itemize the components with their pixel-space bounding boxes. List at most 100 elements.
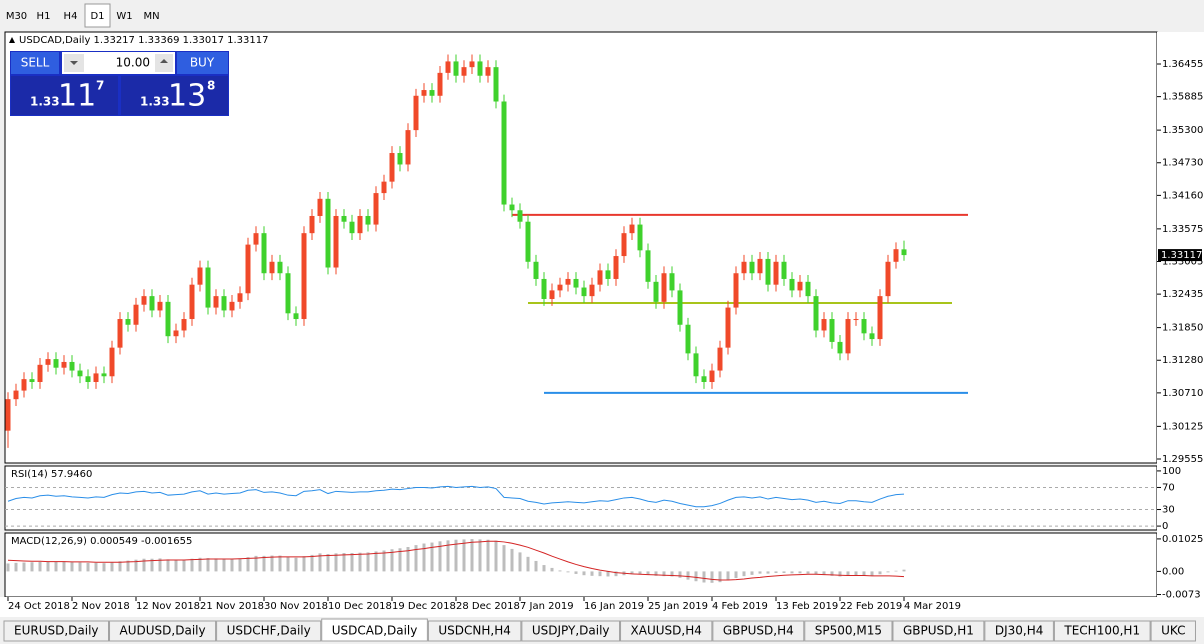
tab[interactable] xyxy=(3,620,110,642)
macd-title: MACD(12,26,9) 0.000549 -0.001655 xyxy=(11,536,192,547)
timeframe-label[interactable]: MN xyxy=(143,11,159,22)
price-label-bg xyxy=(1158,249,1202,262)
volume-input[interactable] xyxy=(62,52,175,74)
candle-body xyxy=(765,258,771,285)
candle-body xyxy=(37,364,43,382)
macd-bar xyxy=(662,571,666,577)
tab[interactable] xyxy=(804,620,893,642)
candle-body xyxy=(805,281,811,297)
tab[interactable] xyxy=(620,620,713,642)
macd-bar xyxy=(358,552,362,572)
tab[interactable] xyxy=(984,620,1054,642)
buy-button[interactable] xyxy=(177,52,228,74)
tab[interactable] xyxy=(321,618,428,642)
macd-bar xyxy=(470,539,474,572)
timeframe-button[interactable] xyxy=(4,4,29,27)
timeframe-label[interactable]: D1 xyxy=(90,11,104,22)
tab-label[interactable]: DJ30,H4 xyxy=(995,624,1044,638)
ask-big: 1.33 xyxy=(140,95,170,109)
candle-body xyxy=(149,296,155,311)
ask-box[interactable] xyxy=(121,76,228,115)
macd-bar xyxy=(558,570,562,572)
buy-label[interactable]: BUY xyxy=(190,56,215,70)
macd-bar xyxy=(606,571,610,577)
tab-label[interactable]: USDCNH,H4 xyxy=(438,624,511,638)
timeframe-label[interactable]: H1 xyxy=(37,11,51,22)
candle-body xyxy=(325,198,331,268)
macd-bar xyxy=(398,548,402,572)
candle-body xyxy=(781,261,787,279)
candle-body xyxy=(789,278,795,291)
tab-label[interactable]: EURUSD,Daily xyxy=(14,624,99,638)
candle-body xyxy=(469,61,475,68)
candle-body xyxy=(661,273,667,302)
candle-body xyxy=(141,296,147,305)
y-tick-label: 1.32435 xyxy=(1162,289,1203,300)
sell-button[interactable] xyxy=(11,52,59,74)
tab-label[interactable]: USDCAD,Daily xyxy=(332,624,418,638)
timeframe-button[interactable] xyxy=(58,4,83,27)
candle-body xyxy=(85,376,91,382)
timeframe-button[interactable] xyxy=(31,4,56,27)
candle-body xyxy=(461,67,467,76)
candle-body xyxy=(341,215,347,222)
y-tick-label: -0.0073 xyxy=(1162,590,1201,601)
tab[interactable] xyxy=(216,620,322,642)
candle-body xyxy=(645,250,651,282)
candle-body xyxy=(693,353,699,377)
macd-bar xyxy=(302,556,306,572)
candle-body xyxy=(597,270,603,285)
macd-bar xyxy=(318,553,322,572)
candle-body xyxy=(53,359,59,368)
tab-label[interactable]: XAUUSD,H4 xyxy=(631,624,702,638)
tab-label[interactable]: USDCHF,Daily xyxy=(227,624,311,638)
candle-body xyxy=(669,273,675,291)
macd-bar xyxy=(30,562,34,572)
tab[interactable] xyxy=(427,620,522,642)
macd-bar xyxy=(806,571,810,574)
candle-body xyxy=(717,347,723,371)
timeframe-button[interactable] xyxy=(139,4,164,27)
y-tick-label: 1.31280 xyxy=(1162,355,1203,366)
tab-label[interactable]: GBPUSD,H1 xyxy=(903,624,974,638)
tab-label[interactable]: SP500,M15 xyxy=(815,624,882,638)
tab[interactable] xyxy=(1150,620,1196,642)
timeframe-button[interactable] xyxy=(112,4,137,27)
timeframe-label[interactable]: W1 xyxy=(116,11,132,22)
tab[interactable] xyxy=(109,620,217,642)
volume-value[interactable]: 10.00 xyxy=(116,56,150,70)
macd-bar xyxy=(246,557,250,572)
candle-body xyxy=(901,249,907,256)
candle-body xyxy=(69,361,75,371)
sell-label[interactable]: SELL xyxy=(21,56,50,70)
tab[interactable] xyxy=(712,620,805,642)
timeframe-label[interactable]: H4 xyxy=(64,11,78,22)
price-axis xyxy=(1157,32,1204,598)
timeframe-button[interactable] xyxy=(84,3,111,28)
macd-bar xyxy=(342,553,346,572)
candle-body xyxy=(357,215,363,234)
macd-bar xyxy=(70,562,74,572)
tab[interactable] xyxy=(892,620,985,642)
tab-label[interactable]: USDJPY,Daily xyxy=(532,624,610,638)
macd-bar xyxy=(230,558,234,572)
macd-bar xyxy=(270,555,274,572)
candle-body xyxy=(77,370,83,377)
tab[interactable] xyxy=(1053,620,1151,642)
macd-bar xyxy=(638,571,642,575)
macd-bar xyxy=(478,539,482,572)
tab-label[interactable]: AUDUSD,Daily xyxy=(120,624,206,638)
timeframe-label[interactable]: M30 xyxy=(6,11,27,22)
macd-bar xyxy=(678,571,682,578)
tab[interactable] xyxy=(521,620,621,642)
tab-label[interactable]: GBPUSD,H4 xyxy=(723,624,794,638)
bid-box[interactable] xyxy=(11,76,118,115)
candle-body xyxy=(365,215,371,225)
x-tick-label: 12 Nov 2018 xyxy=(136,601,200,612)
macd-bar xyxy=(214,558,218,572)
tab-label[interactable]: TECH100,H1 xyxy=(1063,624,1140,638)
y-tick-label: 1.34160 xyxy=(1162,190,1203,201)
tab-label[interactable]: UKC xyxy=(1161,624,1185,638)
candle-body xyxy=(165,301,171,337)
